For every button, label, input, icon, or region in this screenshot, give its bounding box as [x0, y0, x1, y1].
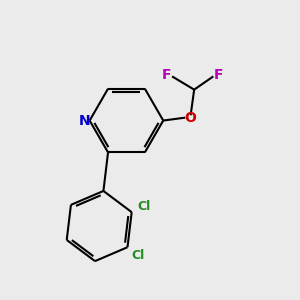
- Text: N: N: [79, 114, 90, 128]
- Text: O: O: [185, 111, 197, 124]
- Text: Cl: Cl: [137, 200, 151, 213]
- Text: F: F: [162, 68, 172, 82]
- Text: Cl: Cl: [131, 249, 145, 262]
- Text: F: F: [214, 68, 224, 82]
